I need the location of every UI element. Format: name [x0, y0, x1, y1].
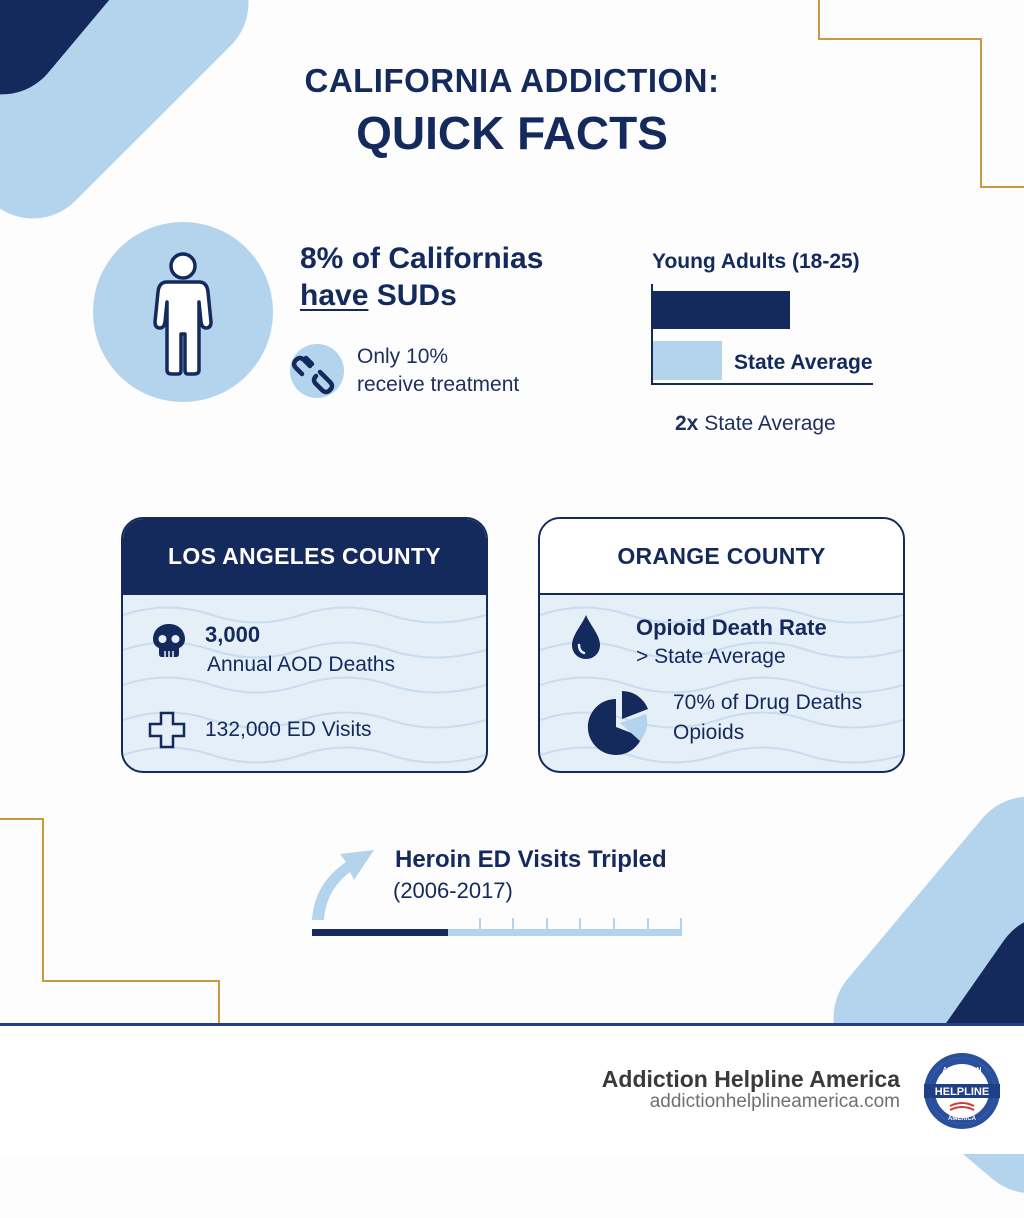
brand-url[interactable]: addictionhelplineamerica.com [649, 1091, 900, 1112]
bar-chart-title: Young Adults (18-25) [652, 250, 860, 273]
gold-line-decoration [818, 0, 820, 39]
skull-icon [153, 624, 185, 657]
headline-line-2: have SUDs [300, 277, 543, 314]
chain-link-icon [291, 355, 335, 395]
county-card-body: Opioid Death Rate > State Average 70% of… [540, 595, 903, 771]
gold-line-decoration [42, 980, 220, 982]
helpline-seal-logo: ADDICTION HELPLINE AMERICA [924, 1053, 1000, 1129]
trend-progress-filled [312, 929, 448, 936]
pie-chart-icon [587, 691, 648, 755]
gold-line-decoration [980, 38, 982, 188]
la-deaths-value: 3,000 [205, 622, 261, 647]
page-title-line-1: CALIFORNIA ADDICTION: [304, 62, 720, 99]
caption-text: State Average [698, 412, 836, 435]
gold-line-decoration [980, 186, 1024, 188]
gold-line-decoration [42, 818, 44, 982]
gold-line-decoration [818, 38, 982, 40]
oc-drug-deaths-label: Opioids [673, 721, 745, 744]
gold-line-decoration [218, 980, 220, 1024]
treatment-stat: Only 10% receive treatment [357, 343, 519, 399]
seal-top-text: ADDICTION [943, 1067, 982, 1074]
bar-state-average [653, 341, 722, 380]
timeline-tick [579, 918, 581, 930]
seal-middle-text: HELPLINE [935, 1086, 989, 1098]
footer [0, 1026, 1024, 1154]
bar-label-state-average: State Average [734, 351, 873, 374]
headline-suffix: SUDs [368, 279, 457, 312]
bar-chart-caption: 2x State Average [675, 412, 836, 436]
la-ed-visits: 132,000 ED Visits [205, 718, 372, 741]
oc-opioid-comparison: > State Average [636, 645, 786, 668]
bar-young-adults [653, 291, 790, 329]
page-title-line-2: QUICK FACTS [356, 107, 668, 159]
wave-pattern [123, 606, 486, 764]
trend-period: (2006-2017) [393, 878, 513, 903]
timeline-tick [647, 918, 649, 930]
county-card-orange: ORANGE COUNTY Opioid Death Rate > State … [538, 517, 905, 773]
timeline-tick [680, 918, 682, 930]
footer-divider [0, 1023, 1024, 1026]
bar-chart-x-axis [651, 383, 873, 385]
county-card-header: LOS ANGELES COUNTY [123, 519, 486, 595]
gold-line-decoration [0, 818, 44, 820]
chain-link-icon-circle [290, 344, 344, 398]
oc-drug-deaths-percentage: 70% of Drug Deaths [673, 691, 863, 714]
trend-progress-track [448, 929, 682, 936]
timeline-tick [613, 918, 615, 930]
brand-name: Addiction Helpline America [601, 1066, 900, 1092]
bar-chart-y-axis [651, 284, 653, 384]
person-icon-circle [93, 222, 273, 402]
timeline-tick [546, 918, 548, 930]
medical-cross-icon [148, 711, 186, 749]
treatment-line-2: receive treatment [357, 373, 520, 396]
county-card-body: 3,000 Annual AOD Deaths 132,000 ED Visit… [123, 595, 486, 771]
oc-opioid-death-rate: Opioid Death Rate [636, 615, 827, 640]
arrow-up-curve-icon [312, 850, 374, 920]
trend-title: Heroin ED Visits Tripled [395, 846, 667, 873]
caption-multiplier: 2x [675, 412, 699, 435]
la-deaths-label: Annual AOD Deaths [207, 653, 395, 676]
treatment-line-1: Only 10% [357, 345, 449, 368]
prevalence-headline: 8% of Californias have SUDs [300, 240, 543, 314]
county-card-los-angeles: LOS ANGELES COUNTY 3,000 Annual AOD Deat… [121, 517, 488, 773]
seal-bottom-text: AMERICA [948, 1116, 977, 1122]
timeline-tick [479, 918, 481, 930]
person-icon [153, 252, 213, 376]
drop-icon [572, 615, 600, 659]
timeline-tick [512, 918, 514, 930]
headline-underlined-word: have [300, 279, 369, 312]
headline-line-1: 8% of Californias [300, 242, 544, 275]
county-card-header: ORANGE COUNTY [540, 519, 903, 595]
